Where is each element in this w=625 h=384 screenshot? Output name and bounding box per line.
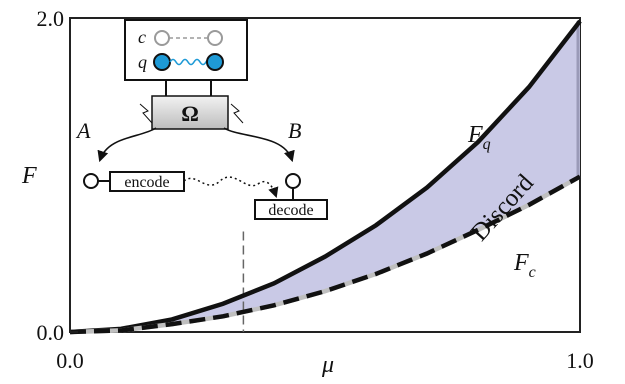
- y-tick-label: 2.0: [37, 6, 65, 31]
- y-axis-label: F: [21, 163, 37, 189]
- arrow-to-b: [223, 127, 295, 163]
- lightning-right-icon: [230, 103, 244, 124]
- classical-node-left: [154, 30, 170, 46]
- node-a-label: A: [75, 118, 91, 143]
- resource-box: [124, 19, 248, 81]
- discord-region: [70, 21, 580, 332]
- decode-label: decode: [268, 202, 313, 219]
- classical-node-right: [207, 30, 223, 46]
- x-tick-label: 0.0: [56, 348, 84, 373]
- series-label-fq: Fq: [467, 122, 491, 153]
- discord-region-layer: [70, 21, 580, 332]
- quantum-node-right: [206, 53, 224, 71]
- quantum-link: [169, 58, 210, 66]
- x-tick-label: 1.0: [566, 348, 594, 373]
- party-a-node: [83, 173, 99, 189]
- arrow-to-a: [97, 127, 157, 163]
- series-fc: [69, 174, 582, 335]
- omega-label: Ω: [181, 101, 199, 126]
- classical-label: c: [138, 27, 146, 47]
- series-label-fc: Fc: [513, 250, 536, 281]
- inset-schematic: c q Ω A B encode decode: [75, 19, 328, 220]
- quantum-node-left: [153, 53, 171, 71]
- series-fq: [69, 19, 582, 335]
- decode-box: [254, 199, 328, 220]
- encode-box: [109, 171, 185, 192]
- lightning-left-icon: [139, 103, 153, 124]
- x-axis-label: μ: [321, 352, 334, 378]
- series-layer: [69, 19, 582, 335]
- tick-layer: 0.0 1.0 0.0 2.0: [37, 6, 594, 373]
- omega-box: [151, 95, 229, 130]
- communication-channel: [183, 176, 279, 198]
- y-tick-label: 0.0: [37, 320, 65, 345]
- party-b-node: [285, 173, 301, 189]
- node-b-label: B: [288, 118, 301, 143]
- encode-label: encode: [124, 174, 169, 191]
- quantum-label: q: [138, 52, 147, 72]
